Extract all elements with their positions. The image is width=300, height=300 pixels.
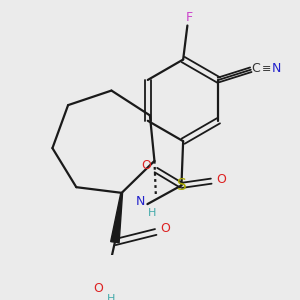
Text: H: H [106, 294, 115, 300]
Text: O: O [93, 283, 103, 296]
Text: O: O [160, 222, 170, 235]
Polygon shape [111, 193, 122, 243]
Text: S: S [177, 178, 186, 193]
Text: N: N [272, 62, 281, 75]
Text: O: O [142, 159, 152, 172]
Text: N: N [136, 195, 145, 208]
Text: ≡: ≡ [261, 64, 271, 74]
Text: H: H [148, 208, 157, 218]
Text: F: F [185, 11, 193, 23]
Text: O: O [217, 173, 226, 186]
Text: C: C [251, 62, 260, 75]
